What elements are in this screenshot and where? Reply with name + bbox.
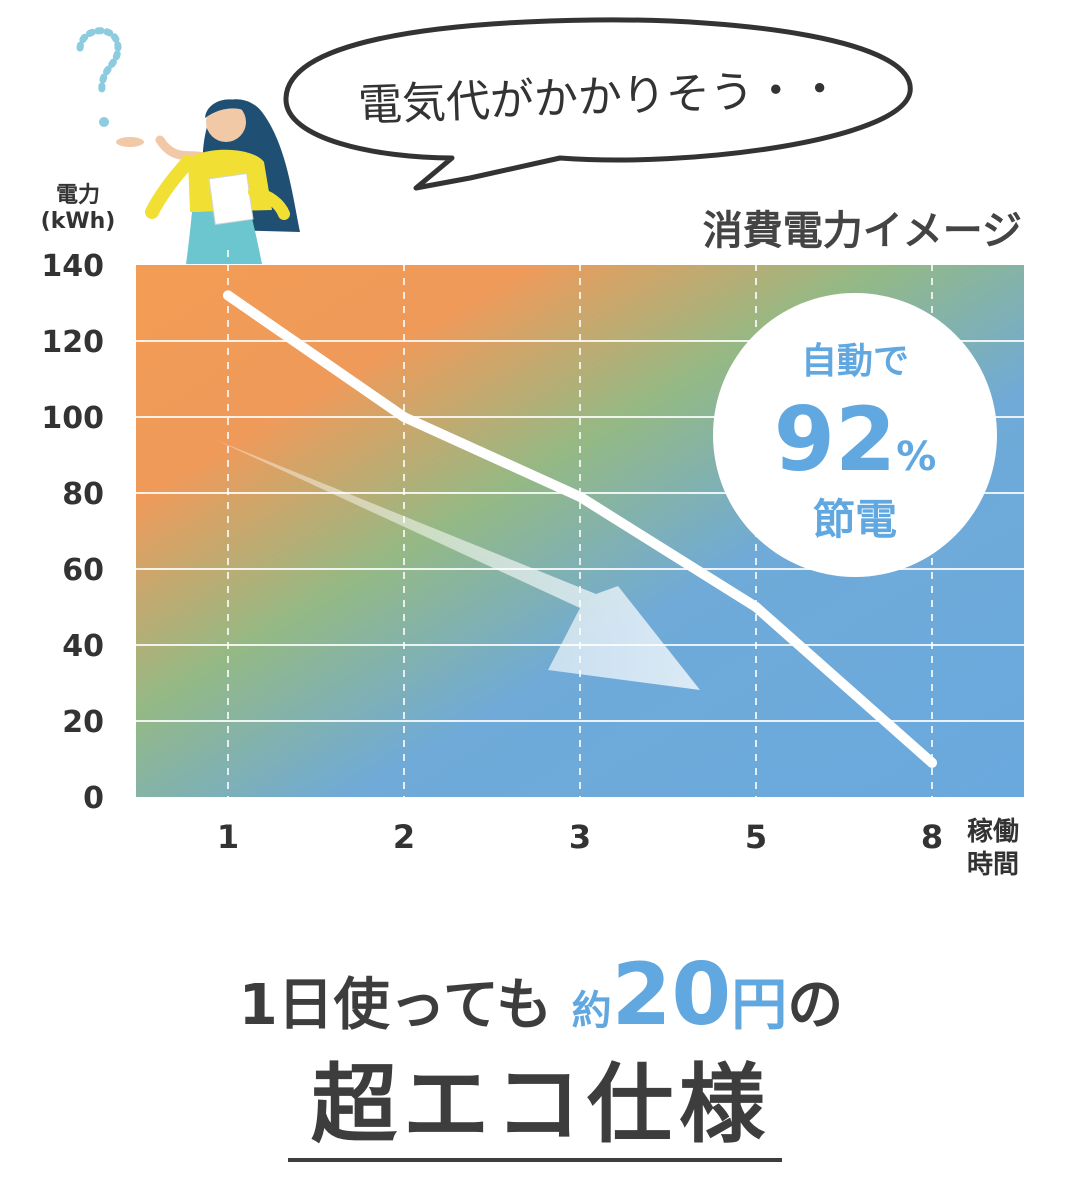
callout-number-group: 92% <box>774 388 937 491</box>
question-mark-icon <box>76 27 122 127</box>
callout-line-2: 節電 <box>813 495 897 544</box>
data-point <box>751 602 761 612</box>
headline-underline <box>288 1158 782 1162</box>
x-tick-label: 3 <box>569 818 591 856</box>
x-tick-label: 8 <box>921 818 943 856</box>
x-tick-label: 2 <box>393 818 415 856</box>
woman-thinking-icon <box>116 99 300 264</box>
headline-unit: 円 <box>731 973 788 1038</box>
data-point <box>399 412 409 422</box>
headline-prefix: 1日使っても <box>238 973 553 1038</box>
y-axis-label-line-1: 電力 <box>56 183 100 208</box>
x-tick-label: 5 <box>745 818 767 856</box>
y-tick-label: 0 <box>83 781 104 816</box>
callout-number: 92 <box>774 388 896 491</box>
data-point <box>223 290 233 301</box>
x-axis-label-line-2: 時間 <box>967 850 1019 880</box>
x-axis-label-line-1: 稼働 <box>967 817 1019 847</box>
y-tick-label: 80 <box>62 477 104 512</box>
y-tick-label: 120 <box>41 325 104 360</box>
y-tick-label: 20 <box>62 705 104 740</box>
y-tick-label: 60 <box>62 553 104 588</box>
x-tick-label: 1 <box>217 818 239 856</box>
y-axis-label-line-2: (kWh) <box>41 209 116 234</box>
data-point <box>927 757 937 768</box>
y-tick-label: 100 <box>41 401 104 436</box>
x-ticks: 1 2 3 5 8 <box>217 818 943 856</box>
speech-bubble: 電気代がかかりそう・・ <box>283 17 913 191</box>
trend-arrow-icon <box>216 440 700 690</box>
callout-unit: % <box>896 434 936 480</box>
headline-suffix: の <box>787 973 844 1038</box>
series-points <box>223 290 937 768</box>
headline-line-1: 1日使っても 約20円の <box>0 952 1082 1051</box>
y-tick-label: 140 <box>41 249 104 284</box>
chart-title: 消費電力イメージ <box>703 208 1022 254</box>
y-ticks: 0 20 40 60 80 100 120 140 <box>41 249 104 816</box>
y-tick-label: 40 <box>62 629 104 664</box>
headline-amount: 20 <box>611 945 732 1045</box>
callout-line-1: 自動で <box>801 341 909 382</box>
headline-line-2: 超エコ仕様 <box>311 1055 771 1155</box>
headline-about: 約 <box>571 988 612 1034</box>
savings-callout: 自動で 92% 節電 <box>713 293 997 577</box>
data-point <box>575 491 585 502</box>
